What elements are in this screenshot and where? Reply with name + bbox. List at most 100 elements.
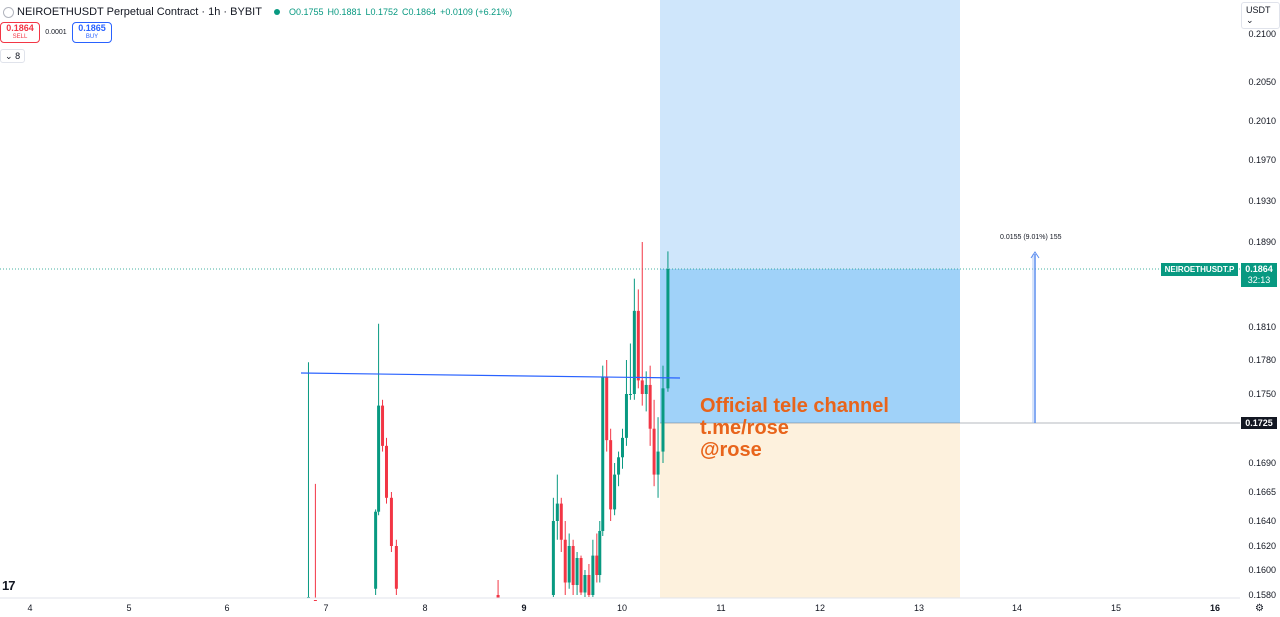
price-tick: 0.1580	[1248, 590, 1276, 600]
candle	[661, 365, 665, 463]
candle-body	[389, 497, 393, 546]
candle-body	[661, 388, 665, 452]
ohlc-values: O0.1755 H0.1881 L0.1752 C0.1864 +0.0109 …	[289, 7, 512, 17]
candle	[575, 552, 579, 595]
time-tick: 16	[1209, 603, 1221, 613]
time-tick: 13	[913, 603, 925, 613]
candle	[374, 509, 378, 595]
candle-body	[613, 474, 617, 510]
candle	[605, 360, 609, 452]
candle	[567, 533, 571, 589]
watermark-line-1: Official tele channel	[700, 395, 889, 417]
currency-selector[interactable]: USDT ⌄	[1241, 2, 1280, 29]
target-zone-upper	[660, 269, 960, 423]
time-tick: 4	[27, 603, 33, 613]
symbol-title[interactable]: NEIROETHUSDT Perpetual Contract · 1h · B…	[17, 6, 262, 18]
candle	[628, 343, 632, 400]
bybit-logo-icon	[3, 6, 14, 18]
candle	[636, 289, 640, 389]
candle-body	[656, 451, 660, 475]
last-price-label: 0.1864 32:13	[1241, 263, 1277, 287]
buy-price: 0.1865	[78, 22, 106, 33]
sell-button[interactable]: 0.1864 SELL	[0, 22, 40, 43]
candle	[609, 428, 613, 521]
candle	[306, 362, 310, 598]
price-tick: 0.1620	[1248, 541, 1276, 551]
candle-body	[583, 575, 587, 593]
time-tick: 15	[1110, 603, 1122, 613]
measure-label: 0.0155 (9.01%) 155	[1000, 234, 1062, 241]
low-value: L0.1752	[365, 7, 399, 17]
candle	[381, 399, 385, 452]
chart-legend: NEIROETHUSDT Perpetual Contract · 1h · B…	[0, 4, 512, 20]
candle-body	[624, 394, 628, 438]
candle	[632, 278, 636, 400]
candle-body	[609, 440, 613, 510]
watermark-line-3: @rose	[700, 439, 762, 461]
candle	[389, 492, 393, 552]
sell-price: 0.1864	[6, 22, 34, 33]
candle	[652, 399, 656, 487]
last-price-value: 0.1864	[1245, 264, 1273, 274]
candle	[598, 521, 602, 583]
candle-body	[591, 555, 595, 595]
time-tick: 6	[224, 603, 230, 613]
indicators-toggle[interactable]: ⌄ 8	[0, 49, 26, 63]
candle	[563, 521, 567, 595]
spread-value: 0.0001	[45, 29, 67, 36]
currency-label: USDT	[1246, 5, 1271, 15]
sell-label: SELL	[12, 33, 28, 40]
buy-button[interactable]: 0.1865 BUY	[72, 22, 112, 43]
gear-icon[interactable]: ⚙	[1255, 603, 1264, 614]
candle	[384, 437, 388, 504]
candle	[555, 474, 559, 540]
time-tick: 14	[1011, 603, 1023, 613]
measure-arrow[interactable]	[1030, 251, 1040, 423]
candle	[587, 564, 591, 597]
price-tick: 0.1600	[1248, 565, 1276, 575]
buy-label: BUY	[85, 33, 99, 40]
watermark-text: Official tele channel t.me/rose @rose	[700, 395, 889, 461]
price-tick: 0.1690	[1248, 458, 1276, 468]
candle-body	[598, 531, 602, 575]
candles-layer	[306, 242, 670, 601]
candle-body	[648, 384, 652, 429]
price-tick: 0.2100	[1248, 29, 1276, 39]
candle-body	[636, 310, 640, 381]
tradingview-logo-icon[interactable]: 17	[2, 578, 16, 593]
trendline[interactable]	[300, 372, 681, 379]
candle-body	[551, 521, 555, 595]
candle	[601, 365, 605, 536]
price-tick: 0.1810	[1248, 322, 1276, 332]
candle	[621, 428, 624, 469]
time-tick: 8	[422, 603, 428, 613]
trade-panel: 0.1864 SELL 0.0001 0.1865 BUY	[0, 22, 112, 43]
symbol-price-label: NEIROETHUSDT.P	[1161, 263, 1238, 276]
candle	[313, 483, 317, 601]
candle-body	[640, 380, 644, 394]
candle-body	[666, 269, 670, 389]
candle	[496, 580, 500, 598]
candle-body	[496, 595, 500, 598]
time-tick: 5	[126, 603, 132, 613]
bar-countdown: 32:13	[1247, 275, 1271, 285]
stop-zone[interactable]	[660, 423, 960, 598]
time-tick: 11	[716, 603, 726, 613]
price-tick: 0.1970	[1248, 155, 1276, 165]
candle-body	[394, 546, 398, 589]
price-tick: 0.1750	[1248, 389, 1276, 399]
candle	[559, 497, 563, 552]
time-tick: 10	[616, 603, 628, 613]
candle-body	[313, 600, 317, 601]
candle-body	[628, 394, 632, 395]
candle-body	[567, 546, 571, 583]
candle	[579, 555, 583, 595]
candle-body	[571, 546, 575, 585]
time-tick: 12	[814, 603, 826, 613]
candle	[666, 251, 670, 392]
candle	[551, 497, 555, 597]
candle	[394, 539, 398, 595]
target-zone[interactable]	[660, 0, 960, 269]
candle	[613, 463, 617, 516]
